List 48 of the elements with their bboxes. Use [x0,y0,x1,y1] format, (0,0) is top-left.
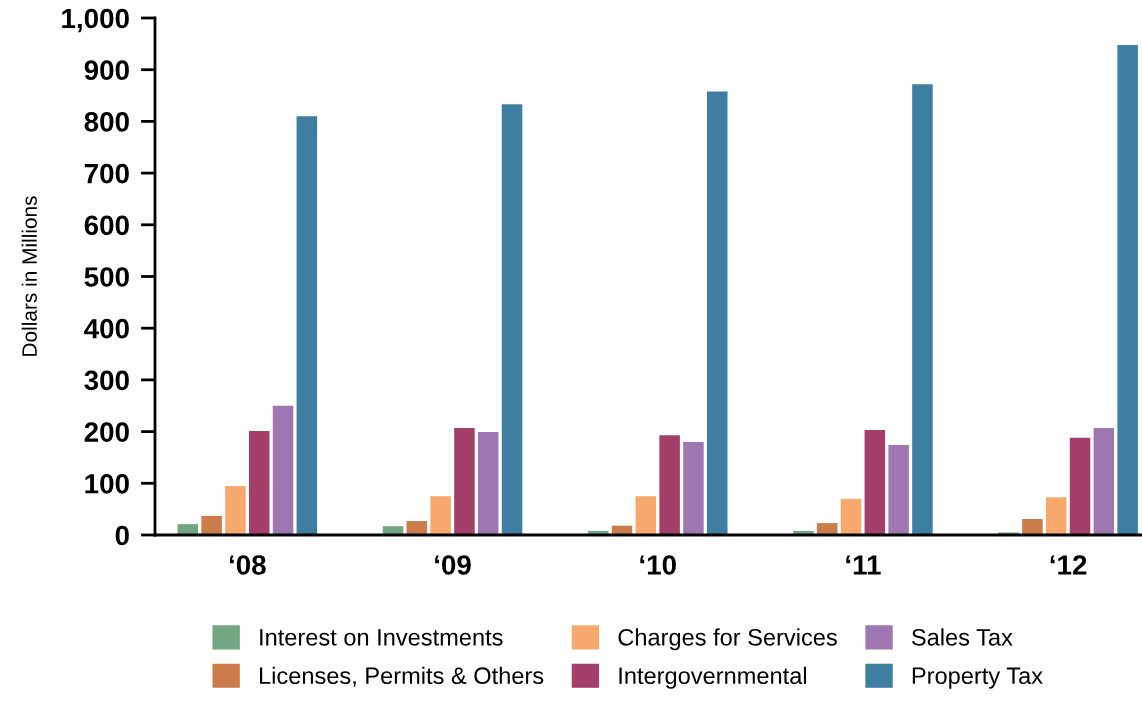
legend-label: Property Tax [912,667,1043,689]
bar [272,405,294,535]
y-tick-label: 600 [84,215,129,236]
bar [1093,427,1115,535]
bar [635,496,657,535]
y-tick-label: 300 [84,370,129,391]
bar [683,441,704,535]
bar [864,430,886,535]
x-tick-label: ‘12 [1050,555,1087,575]
x-tick-label: ‘08 [229,555,266,575]
x-tick-label: ‘09 [435,555,471,575]
bar [430,496,451,535]
y-tick-label: 0 [115,525,129,546]
y-axis-title: Dollars in Millions [21,196,37,356]
bar [454,427,475,535]
y-tick-label: 1,000 [62,8,129,33]
bar [1045,497,1067,535]
legend-label: Intergovernmental [619,666,807,689]
bar [296,116,318,535]
y-tick-label: 200 [84,422,129,442]
y-tick-label: 400 [84,318,129,339]
bar [816,523,838,535]
bar [201,515,222,535]
bar [840,498,862,535]
y-tick-label: 800 [84,112,129,132]
y-tick-label: 100 [85,473,129,494]
y-tick-label: 700 [84,163,129,184]
bar [406,521,428,535]
bar [912,84,933,535]
bar [1069,437,1091,535]
bar [659,435,680,535]
bar [225,485,246,535]
y-tick-label: 900 [84,60,129,81]
legend-label: Licenses, Permits & Others [259,666,544,687]
y-tick-label: 500 [84,267,129,287]
bar [888,445,909,535]
bar [248,431,270,535]
bar [477,432,499,535]
legend-label: Sales Tax [911,628,1013,646]
x-tick-label: ‘11 [846,555,881,575]
bar [1117,44,1138,535]
x-tick-label: ‘10 [640,555,676,575]
legend-label: Charges for Services [618,628,837,651]
bar [177,524,199,535]
bar [1022,518,1043,535]
legend-label: Interest on Investments [260,629,503,646]
bar [706,91,728,535]
bar [501,104,523,535]
